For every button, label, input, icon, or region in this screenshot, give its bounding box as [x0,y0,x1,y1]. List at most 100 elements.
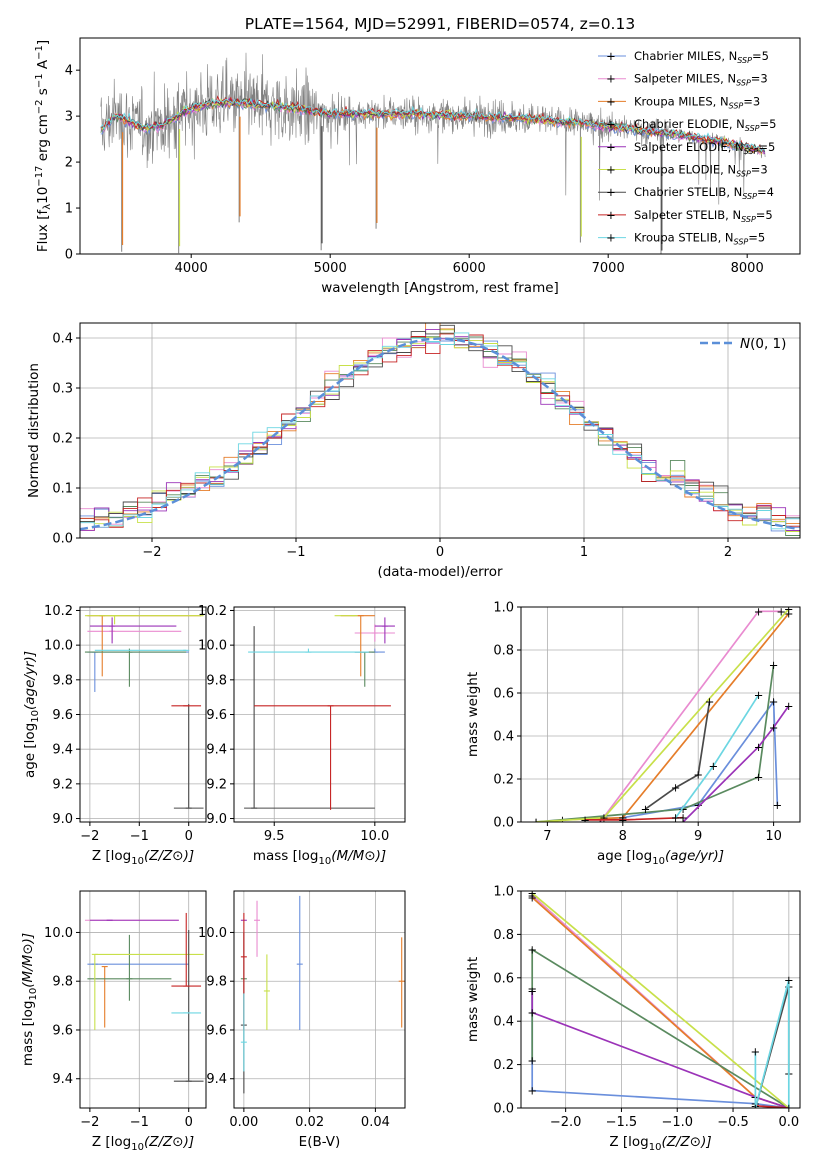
chart-panel-1: −2 −1 0 1 2 0.0 0.1 0.2 0.3 0.4 (data-model)/error… [26,322,801,580]
mass-weight-marker: + [527,1053,537,1067]
y-tick-label: 9.2 [52,777,73,792]
x-tick-label: 0 [185,1115,193,1130]
legend-marker: + [606,72,616,86]
plot-area [80,323,800,536]
legend-label: Chabrier ELODIE, NSSP=5 [634,117,776,133]
mass-weight-marker: + [769,720,779,734]
plot-area [244,615,395,810]
mass-weight-marker: + [784,606,794,620]
x-tick-label: 4000 [175,261,208,276]
y-tick-label: 0.1 [52,482,73,497]
mass-weight-marker: + [769,658,779,672]
x-axis-label: wavelength [Angstrom, rest frame] [321,280,559,296]
y-axis-label: age [log10(age/yr)] [22,651,41,778]
legend-label: Salpeter STELIB, NSSP=5 [634,208,773,224]
legend-label: Salpeter ELODIE, NSSP=5 [634,140,775,156]
x-tick-label: −2 [142,545,161,560]
plot-area: +++ ++++++++++++++++++++ +++++ [527,891,794,1115]
chart-panel-7: +++ ++++++++++++++++++++ +++++−2.0 −1.5 −1.0… [465,885,801,1153]
x-tick-label: 10.0 [360,829,389,844]
mass-weight-marker: + [618,813,628,827]
x-tick-label: −1.5 [606,1115,638,1130]
x-axis-label: Z [log10(Z/Z⊙)] [609,1134,711,1153]
y-tick-label: 0.8 [493,928,514,943]
chart-panel-6: 0.00 0.02 0.04 9.4 9.6 9.8 10.0 E(B-V) [198,890,406,1150]
x-axis-label: Z [log10(Z/Z⊙)] [92,1134,194,1153]
mass-weight-marker: + [776,604,786,618]
y-tick-label: 9.4 [52,1072,73,1087]
x-tick-label: 0 [185,829,193,844]
mass-weight-marker: + [531,815,541,829]
mass-weight-marker: + [754,740,764,754]
mass-weight-marker: + [769,695,779,709]
mass-weight-line [536,608,790,822]
plot-area [100,52,766,254]
x-tick-label: −0.5 [717,1115,749,1130]
mass-weight-marker: + [678,802,688,816]
mass-weight-line [585,816,684,821]
y-tick-label: 0.4 [52,332,73,347]
mass-weight-line [531,948,790,1108]
axes-frame [79,37,801,255]
y-axis-label: mass [log10(M/M⊙)] [20,933,39,1066]
y-tick-label: 9.2 [206,777,227,792]
mass-weight-line [644,701,711,810]
x-tick-label: −1 [130,829,149,844]
y-axis-label: mass weight [465,672,481,757]
legend-marker: + [606,49,616,63]
mass-weight-marker: + [693,768,703,782]
legend-label: Kroupa MILES, NSSP=3 [634,94,760,110]
legend-marker: + [606,208,616,222]
legend: + Chabrier MILES, NSSP=5 + Salpeter MILES, … [598,49,776,247]
x-tick-label: 9 [694,829,702,844]
x-tick-label: 8000 [731,261,764,276]
y-axis-label: Flux [fλ10−17 erg cm−2 s−1 A−1] [34,40,53,252]
y-tick-label: 1.0 [493,885,514,900]
mass-weight-marker: + [693,798,703,812]
y-tick-label: 0.2 [493,1058,514,1073]
chart-panel-2: −2 −1 0 9.0 9.2 9.4 9.6 9.8 10.0 10.2 Z [log10(Z/Z… [22,604,207,867]
x-tick-label: −2 [80,829,99,844]
legend-label: Kroupa ELODIE, NSSP=3 [634,163,768,179]
mass-weight-marker: + [784,602,794,616]
y-tick-label: 9.8 [206,975,227,990]
legend-label: Chabrier MILES, NSSP=5 [634,49,769,65]
mass-weight-marker: + [754,688,764,702]
y-tick-label: 9.6 [206,1023,227,1038]
x-tick-label: −1 [130,1115,149,1130]
y-tick-label: 1.0 [493,601,514,616]
x-tick-label: 0.00 [229,1115,258,1130]
chart-panel-5: −2 −1 0 9.4 9.6 9.8 10.0 Z [log10(Z/Z⊙)] mass [l… [20,890,207,1153]
mass-weight-marker: + [527,1084,537,1098]
x-axis-label: Z [log10(Z/Z⊙)] [92,848,194,867]
x-tick-label: 0.04 [361,1115,390,1130]
y-tick-label: 0.0 [493,816,514,831]
x-tick-label: 0 [436,545,444,560]
mass-weight-marker: + [754,770,764,784]
x-tick-label: 8 [619,829,627,844]
y-tick-label: 3 [65,110,73,125]
mass-weight-marker: + [671,811,681,825]
mass-weight-marker: + [678,811,688,825]
y-tick-label: 0.8 [493,644,514,659]
legend-label: Salpeter MILES, NSSP=3 [634,72,768,88]
y-tick-label: 10.0 [198,639,227,654]
mass-weight-marker: + [641,802,651,816]
x-tick-label: −2 [80,1115,99,1130]
y-tick-label: 10.2 [198,604,227,619]
chart-panel-0: 4000 5000 6000 7000 8000 0 1 2 3 4 wavelength [Ang… [34,37,801,296]
y-tick-label: 9.8 [206,673,227,688]
y-tick-label: 9.6 [206,708,227,723]
y-tick-label: 9.4 [206,743,227,758]
axes-frame [233,890,406,1109]
y-tick-label: 9.8 [52,673,73,688]
chart-panel-3: 9.5 10.0 9.0 9.2 9.4 9.6 9.8 10.0 10.2 mass [log1… [198,604,406,867]
mass-weight-line [599,610,782,822]
mass-weight-marker: + [784,973,794,987]
x-axis-label: E(B-V) [299,1134,341,1150]
mass-weight-marker: + [527,891,537,905]
mass-weight-marker: + [527,984,537,998]
mass-weight-marker: + [784,1101,794,1115]
